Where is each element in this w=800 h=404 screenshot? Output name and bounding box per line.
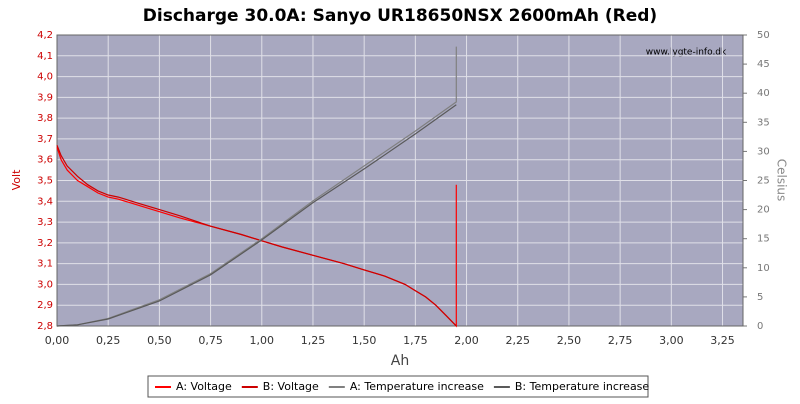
y-tick-label: 4,1 bbox=[37, 51, 53, 62]
x-tick-label: 1,25 bbox=[301, 334, 326, 347]
y2-tick-label: 20 bbox=[757, 205, 770, 216]
y-tick-label: 3,2 bbox=[37, 238, 53, 249]
plot-border bbox=[56, 34, 744, 327]
x-tick-label: 1,50 bbox=[352, 334, 377, 347]
y-tick-label: 3,6 bbox=[37, 155, 53, 166]
x-axis-label: Ah bbox=[391, 353, 409, 369]
y-tick-label: 4,0 bbox=[37, 72, 53, 83]
y2-tick-label: 0 bbox=[757, 321, 763, 332]
y-tick-label: 3,9 bbox=[37, 92, 53, 103]
y2-tick-label: 50 bbox=[757, 30, 770, 41]
legend-label: A: Voltage bbox=[176, 380, 232, 393]
legend-label: A: Temperature increase bbox=[350, 380, 484, 393]
y-tick-label: 3,3 bbox=[37, 217, 53, 228]
y2-tick-label: 15 bbox=[757, 234, 770, 245]
x-tick-label: 1,00 bbox=[250, 334, 275, 347]
x-tick-label: 2,25 bbox=[505, 334, 530, 347]
x-tick-label: 2,75 bbox=[608, 334, 633, 347]
x-tick-label: 2,50 bbox=[557, 334, 582, 347]
legend bbox=[147, 375, 649, 398]
y-tick-label: 3,0 bbox=[37, 279, 53, 290]
y2-tick-label: 35 bbox=[757, 117, 770, 128]
legend-label: B: Voltage bbox=[263, 380, 319, 393]
x-tick-label: 1,75 bbox=[403, 334, 428, 347]
y-tick-label: 3,5 bbox=[37, 176, 53, 187]
y-tick-label: 4,2 bbox=[37, 30, 53, 41]
x-tick-label: 2,00 bbox=[454, 334, 479, 347]
y2-tick-label: 40 bbox=[757, 88, 770, 99]
y-tick-label: 3,8 bbox=[37, 113, 53, 124]
y-axis-label: Volt bbox=[10, 169, 23, 190]
watermark: www.lygte-info.dk bbox=[646, 48, 727, 58]
series-line bbox=[56, 144, 457, 327]
y2-tick-label: 5 bbox=[757, 292, 763, 303]
y2-axis-label: Celsius bbox=[775, 159, 789, 202]
y-tick-label: 3,7 bbox=[37, 134, 53, 145]
legend-label: B: Temperature increase bbox=[515, 380, 650, 393]
y-tick-label: 2,9 bbox=[37, 300, 53, 311]
x-tick-label: 0,00 bbox=[45, 334, 70, 347]
x-tick-label: 0,75 bbox=[198, 334, 223, 347]
chart-title: Discharge 30.0A: Sanyo UR18650NSX 2600mA… bbox=[143, 6, 657, 26]
y2-tick-label: 25 bbox=[757, 176, 770, 187]
series-line bbox=[56, 104, 457, 327]
y2-tick-label: 10 bbox=[757, 263, 770, 274]
x-tick-label: 0,50 bbox=[147, 334, 172, 347]
y-tick-label: 2,8 bbox=[37, 321, 53, 332]
y2-tick-label: 30 bbox=[757, 146, 770, 157]
y-tick-label: 3,1 bbox=[37, 259, 53, 270]
x-tick-label: 0,25 bbox=[96, 334, 121, 347]
y2-tick-label: 45 bbox=[757, 59, 770, 70]
x-tick-label: 3,25 bbox=[710, 334, 735, 347]
y-tick-label: 3,4 bbox=[37, 196, 53, 207]
x-tick-label: 3,00 bbox=[659, 334, 684, 347]
